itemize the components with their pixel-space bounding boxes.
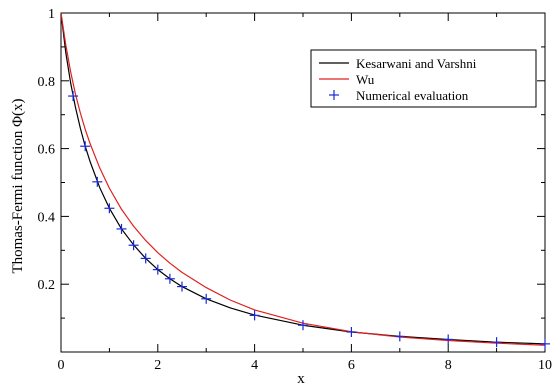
series-line-1 [61, 13, 545, 346]
numerical-point [491, 337, 502, 348]
numerical-point [116, 223, 127, 234]
x-tick-label: 2 [154, 358, 161, 373]
numerical-point [540, 338, 550, 349]
x-axis-title: x [297, 371, 305, 385]
series-markers [68, 91, 550, 349]
legend-label-wu: Wu [356, 72, 375, 87]
series-lines [61, 13, 545, 346]
numerical-point [140, 253, 151, 264]
axis-tick-labels: 0 2 4 6 8 10 0.2 0.4 0.6 0.8 1 [38, 7, 553, 373]
x-tick-label: 8 [445, 358, 452, 373]
numerical-point [164, 273, 175, 284]
numerical-point [92, 176, 103, 187]
numerical-point [201, 293, 212, 304]
numerical-point [152, 264, 163, 275]
y-axis-title: Thomas-Fermi function Φ(x) [10, 98, 26, 273]
legend-swatch-numerical [329, 90, 339, 100]
numerical-point [177, 281, 187, 292]
numerical-point [128, 240, 139, 251]
y-tick-label: 1 [48, 7, 55, 22]
x-tick-label: 0 [58, 358, 65, 373]
numerical-point [394, 331, 405, 342]
x-tick-label: 4 [251, 358, 258, 373]
numerical-point [298, 320, 308, 331]
legend-label-numerical: Numerical evaluation [356, 88, 469, 103]
numerical-point [249, 310, 260, 321]
y-tick-label: 0.4 [38, 210, 56, 225]
numerical-point [68, 91, 79, 102]
y-tick-label: 0.8 [38, 75, 56, 90]
numerical-point [443, 334, 454, 345]
x-tick-label: 10 [538, 358, 552, 373]
axis-ticks [60, 12, 546, 352]
x-tick-label: 6 [348, 358, 355, 373]
y-tick-label: 0.6 [38, 143, 56, 158]
y-tick-label: 0.2 [38, 278, 56, 293]
numerical-point [80, 141, 91, 152]
numerical-point [346, 326, 357, 337]
numerical-point [104, 203, 115, 214]
legend-label-kesarwani: Kesarwani and Varshni [356, 56, 477, 71]
legend: Kesarwani and Varshni Wu Numerical evalu… [310, 49, 537, 108]
